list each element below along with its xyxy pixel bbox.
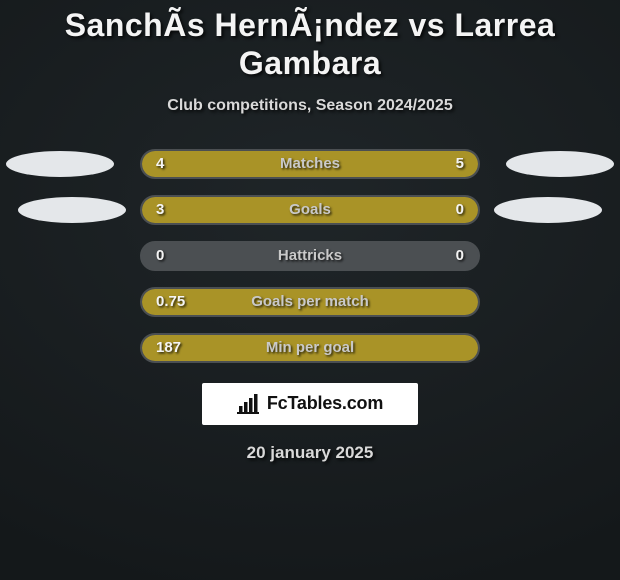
- page-title: SanchÃ­s HernÃ¡ndez vs Larrea Gambara: [0, 6, 620, 83]
- stat-label: Goals per match: [251, 293, 369, 310]
- value-left: 4: [156, 155, 164, 172]
- bar-chart-icon: [237, 394, 263, 414]
- bar-track: 0.75 Goals per match: [140, 287, 480, 317]
- stat-row-hattricks: 0 Hattricks 0: [0, 241, 620, 271]
- value-left: 187: [156, 339, 181, 356]
- bar-track: 3 Goals 0: [140, 195, 480, 225]
- bar-left-fill: [142, 197, 404, 223]
- bar-track: 4 Matches 5: [140, 149, 480, 179]
- player-right-marker: [506, 151, 614, 177]
- value-right: 0: [456, 247, 464, 264]
- content-root: SanchÃ­s HernÃ¡ndez vs Larrea Gambara Cl…: [0, 0, 620, 580]
- player-left-marker: [18, 197, 126, 223]
- value-left: 0.75: [156, 293, 185, 310]
- brand-badge[interactable]: FcTables.com: [202, 383, 418, 425]
- stat-label: Hattricks: [278, 247, 342, 264]
- value-left: 3: [156, 201, 164, 218]
- stat-label: Min per goal: [266, 339, 354, 356]
- subtitle: Club competitions, Season 2024/2025: [167, 97, 452, 115]
- stat-row-matches: 4 Matches 5: [0, 149, 620, 179]
- stat-label: Goals: [289, 201, 331, 218]
- stat-row-goals: 3 Goals 0: [0, 195, 620, 225]
- stat-label: Matches: [280, 155, 340, 172]
- date-label: 20 january 2025: [247, 443, 374, 463]
- value-right: 0: [456, 201, 464, 218]
- player-left-marker: [6, 151, 114, 177]
- brand-text: FcTables.com: [267, 393, 383, 414]
- bar-track: 0 Hattricks 0: [140, 241, 480, 271]
- bar-track: 187 Min per goal: [140, 333, 480, 363]
- stat-row-mpg: 187 Min per goal: [0, 333, 620, 363]
- comparison-chart: 4 Matches 5 3 Goals 0 0 Hattricks: [0, 149, 620, 363]
- value-right: 5: [456, 155, 464, 172]
- player-right-marker: [494, 197, 602, 223]
- value-left: 0: [156, 247, 164, 264]
- bar-right-fill: [404, 197, 478, 223]
- stat-row-gpm: 0.75 Goals per match: [0, 287, 620, 317]
